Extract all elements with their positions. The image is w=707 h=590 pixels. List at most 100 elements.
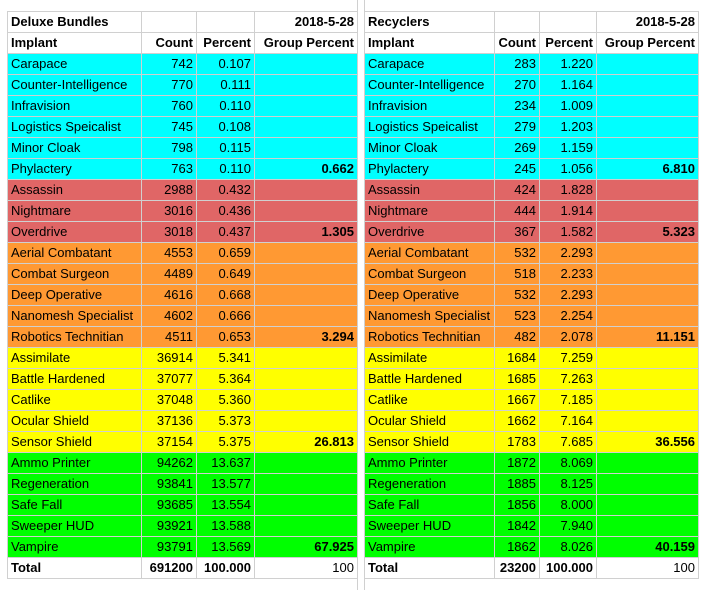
count-cell[interactable]: 93685 [141, 494, 197, 516]
implant-cell[interactable]: Deep Operative [364, 284, 495, 306]
implant-cell[interactable]: Infravision [364, 95, 495, 117]
count-cell[interactable]: 37154 [141, 431, 197, 453]
empty-cell[interactable] [494, 11, 540, 33]
group-percent-cell[interactable]: 26.813 [254, 431, 358, 453]
implant-cell[interactable]: Minor Cloak [364, 137, 495, 159]
percent-cell[interactable]: 7.164 [539, 410, 597, 432]
percent-cell[interactable]: 5.375 [196, 431, 255, 453]
percent-cell[interactable]: 0.115 [196, 137, 255, 159]
percent-cell[interactable]: 7.185 [539, 389, 597, 411]
count-cell[interactable]: 367 [494, 221, 540, 243]
percent-cell[interactable]: 1.582 [539, 221, 597, 243]
percent-cell[interactable]: 13.577 [196, 473, 255, 495]
implant-cell[interactable]: Catlike [364, 389, 495, 411]
percent-cell[interactable]: 0.437 [196, 221, 255, 243]
implant-cell[interactable]: Safe Fall [364, 494, 495, 516]
total-percent-cell[interactable]: 100.000 [539, 557, 597, 579]
count-cell[interactable]: 532 [494, 284, 540, 306]
group-percent-cell[interactable] [596, 116, 699, 138]
count-cell[interactable]: 2988 [141, 179, 197, 201]
percent-cell[interactable]: 7.685 [539, 431, 597, 453]
group-percent-cell[interactable] [596, 494, 699, 516]
percent-cell[interactable]: 7.263 [539, 368, 597, 390]
implant-cell[interactable]: Aerial Combatant [364, 242, 495, 264]
count-cell[interactable]: 760 [141, 95, 197, 117]
group-percent-cell[interactable] [254, 452, 358, 474]
header-percent[interactable]: Percent [539, 32, 597, 54]
implant-cell[interactable]: Robotics Technitian [364, 326, 495, 348]
group-percent-cell[interactable]: 36.556 [596, 431, 699, 453]
group-percent-cell[interactable] [254, 179, 358, 201]
percent-cell[interactable]: 0.108 [196, 116, 255, 138]
percent-cell[interactable]: 13.637 [196, 452, 255, 474]
implant-cell[interactable]: Battle Hardened [364, 368, 495, 390]
implant-cell[interactable]: Nanomesh Specialist [364, 305, 495, 327]
count-cell[interactable]: 245 [494, 158, 540, 180]
percent-cell[interactable]: 2.293 [539, 284, 597, 306]
group-percent-cell[interactable]: 1.305 [254, 221, 358, 243]
percent-cell[interactable]: 8.069 [539, 452, 597, 474]
count-cell[interactable]: 798 [141, 137, 197, 159]
group-percent-cell[interactable] [596, 347, 699, 369]
count-cell[interactable]: 745 [141, 116, 197, 138]
percent-cell[interactable]: 13.569 [196, 536, 255, 558]
group-percent-cell[interactable] [254, 494, 358, 516]
implant-cell[interactable]: Carapace [364, 53, 495, 75]
percent-cell[interactable]: 0.107 [196, 53, 255, 75]
group-percent-cell[interactable] [596, 284, 699, 306]
implant-cell[interactable]: Sensor Shield [7, 431, 142, 453]
group-percent-cell[interactable] [254, 410, 358, 432]
header-implant[interactable]: Implant [7, 32, 142, 54]
count-cell[interactable]: 4602 [141, 305, 197, 327]
count-cell[interactable]: 1684 [494, 347, 540, 369]
percent-cell[interactable]: 1.056 [539, 158, 597, 180]
total-label-cell[interactable]: Total [364, 557, 495, 579]
implant-cell[interactable]: Carapace [7, 53, 142, 75]
count-cell[interactable]: 3018 [141, 221, 197, 243]
percent-cell[interactable]: 1.159 [539, 137, 597, 159]
count-cell[interactable]: 93841 [141, 473, 197, 495]
percent-cell[interactable]: 2.254 [539, 305, 597, 327]
implant-cell[interactable]: Vampire [7, 536, 142, 558]
group-percent-cell[interactable] [254, 137, 358, 159]
header-count[interactable]: Count [494, 32, 540, 54]
count-cell[interactable]: 1783 [494, 431, 540, 453]
percent-cell[interactable]: 0.436 [196, 200, 255, 222]
count-cell[interactable]: 93791 [141, 536, 197, 558]
count-cell[interactable]: 523 [494, 305, 540, 327]
implant-cell[interactable]: Counter-Intelligence [364, 74, 495, 96]
group-percent-cell[interactable] [596, 389, 699, 411]
date-cell[interactable]: 2018-5-28 [254, 11, 358, 33]
implant-cell[interactable]: Overdrive [364, 221, 495, 243]
count-cell[interactable]: 518 [494, 263, 540, 285]
percent-cell[interactable]: 5.373 [196, 410, 255, 432]
count-cell[interactable]: 1842 [494, 515, 540, 537]
total-group-percent-cell[interactable]: 100 [254, 557, 358, 579]
implant-cell[interactable]: Phylactery [7, 158, 142, 180]
percent-cell[interactable]: 1.164 [539, 74, 597, 96]
count-cell[interactable]: 37048 [141, 389, 197, 411]
percent-cell[interactable]: 8.026 [539, 536, 597, 558]
group-percent-cell[interactable] [596, 200, 699, 222]
implant-cell[interactable]: Assassin [364, 179, 495, 201]
count-cell[interactable]: 424 [494, 179, 540, 201]
group-percent-cell[interactable] [254, 473, 358, 495]
group-percent-cell[interactable] [596, 53, 699, 75]
empty-cell[interactable] [141, 11, 197, 33]
count-cell[interactable]: 4616 [141, 284, 197, 306]
percent-cell[interactable]: 2.293 [539, 242, 597, 264]
percent-cell[interactable]: 0.668 [196, 284, 255, 306]
count-cell[interactable]: 37077 [141, 368, 197, 390]
header-percent[interactable]: Percent [196, 32, 255, 54]
implant-cell[interactable]: Counter-Intelligence [7, 74, 142, 96]
implant-cell[interactable]: Aerial Combatant [7, 242, 142, 264]
implant-cell[interactable]: Assimilate [364, 347, 495, 369]
group-percent-cell[interactable] [254, 95, 358, 117]
count-cell[interactable]: 763 [141, 158, 197, 180]
implant-cell[interactable]: Nightmare [364, 200, 495, 222]
implant-cell[interactable]: Regeneration [7, 473, 142, 495]
implant-cell[interactable]: Robotics Technitian [7, 326, 142, 348]
implant-cell[interactable]: Phylactery [364, 158, 495, 180]
empty-cell[interactable] [539, 11, 597, 33]
count-cell[interactable]: 93921 [141, 515, 197, 537]
